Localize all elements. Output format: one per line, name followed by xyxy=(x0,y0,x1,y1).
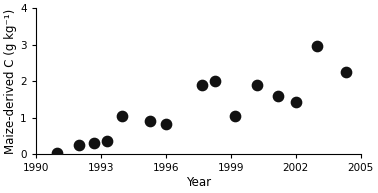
Point xyxy=(200,83,206,86)
Point xyxy=(275,94,281,97)
Point xyxy=(254,83,260,86)
Point xyxy=(314,45,321,48)
X-axis label: Year: Year xyxy=(186,176,211,189)
Point xyxy=(232,115,238,118)
Point xyxy=(147,120,153,123)
Point xyxy=(54,151,60,154)
Point xyxy=(212,80,218,83)
Point xyxy=(104,140,110,143)
Point xyxy=(293,101,299,104)
Point xyxy=(342,70,349,74)
Point xyxy=(91,141,97,145)
Point xyxy=(76,143,82,146)
Point xyxy=(119,114,125,117)
Point xyxy=(163,123,169,126)
Y-axis label: Maize-derived C (g kg⁻¹): Maize-derived C (g kg⁻¹) xyxy=(4,8,17,154)
